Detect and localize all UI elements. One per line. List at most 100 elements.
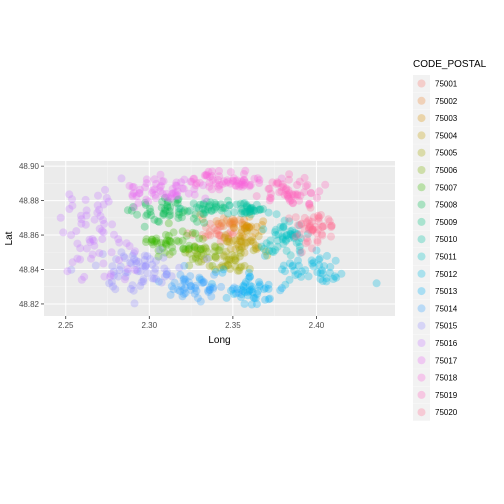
data-point-75014 [180, 277, 189, 286]
data-point-75008 [178, 208, 187, 217]
data-point-75014 [176, 270, 185, 279]
data-point-75009 [198, 204, 207, 213]
data-point-75018 [205, 173, 214, 182]
data-point-75007 [150, 237, 159, 246]
data-point-75016 [101, 185, 109, 194]
data-point-75014 [207, 292, 216, 301]
data-point-75016 [56, 213, 65, 222]
data-point-75013 [245, 287, 254, 296]
data-point-75020 [308, 244, 316, 253]
data-point-75010 [248, 204, 257, 213]
data-point-75012 [318, 277, 327, 285]
data-point-75019 [307, 188, 315, 197]
data-point-75006 [184, 245, 193, 254]
data-point-75013 [252, 300, 261, 309]
data-point-75004 [225, 237, 234, 246]
data-point-75017 [132, 192, 141, 201]
data-point-75013 [243, 288, 252, 297]
data-point-75001 [215, 231, 223, 240]
data-point-75018 [191, 181, 200, 190]
data-point-75015 [109, 282, 117, 291]
data-point-75008 [146, 207, 155, 216]
data-point-75012 [322, 277, 331, 286]
data-point-75020 [320, 222, 328, 230]
x-tick-label: 2.35 [225, 321, 241, 330]
data-point-75014 [199, 278, 208, 287]
data-point-75017 [201, 194, 210, 203]
data-point-75006 [203, 247, 212, 256]
data-point-75013 [239, 283, 248, 291]
data-point-75005 [235, 252, 244, 261]
data-point-75006 [199, 245, 208, 254]
data-point-75007 [162, 241, 171, 250]
data-point-75019 [275, 188, 284, 197]
data-point-75017 [151, 190, 160, 199]
data-point-75018 [218, 180, 227, 189]
data-point-75013 [253, 289, 262, 298]
data-point-75006 [185, 249, 194, 258]
data-point-75020 [305, 220, 314, 228]
x-tick-label: 2.25 [58, 321, 74, 330]
data-point-75020 [306, 223, 315, 232]
legend-key-75020 [413, 403, 430, 421]
data-point-75015 [132, 265, 141, 274]
data-point-75011 [266, 241, 275, 250]
legend-symbol-75005 [417, 148, 426, 157]
data-point-75019 [286, 196, 294, 205]
data-point-75002 [226, 217, 235, 226]
data-point-75018 [231, 181, 240, 190]
data-point-75001 [206, 231, 215, 240]
data-point-75006 [215, 246, 224, 255]
data-point-75017 [142, 195, 151, 204]
data-point-75016 [80, 272, 89, 281]
data-point-75019 [289, 199, 297, 208]
data-point-75016 [117, 174, 126, 183]
data-point-75019 [284, 186, 293, 195]
data-point-75010 [225, 201, 234, 210]
data-point-75014 [209, 284, 218, 293]
data-point-75011 [278, 232, 287, 241]
data-point-75008 [141, 198, 150, 207]
data-point-75015 [146, 255, 155, 264]
data-point-75018 [228, 176, 237, 185]
data-point-75003 [251, 229, 260, 237]
data-point-75018 [255, 179, 264, 187]
data-point-75018 [202, 170, 211, 179]
data-point-75008 [165, 207, 174, 216]
data-point-75020 [313, 238, 322, 247]
data-point-75003 [242, 226, 251, 235]
data-point-75017 [151, 194, 160, 202]
data-point-75013 [229, 290, 238, 298]
data-point-75017 [128, 192, 137, 201]
data-point-75013 [246, 272, 255, 281]
data-point-75008 [189, 214, 198, 223]
minor-gridlines [44, 161, 395, 316]
data-point-75012 [290, 266, 299, 275]
data-point-75016 [90, 215, 99, 224]
data-point-75006 [196, 246, 205, 255]
data-point-75008 [160, 193, 169, 202]
data-point-75010 [237, 204, 246, 213]
data-point-75011 [264, 208, 273, 217]
data-point-75016 [77, 275, 86, 284]
data-point-75004 [243, 238, 252, 247]
data-point-75020 [309, 213, 318, 222]
data-point-75016 [96, 212, 105, 221]
data-point-75018 [207, 185, 216, 194]
data-point-75004 [229, 237, 238, 246]
data-point-75012 [325, 268, 334, 277]
data-point-75011 [278, 233, 287, 242]
data-point-75002 [238, 219, 246, 227]
legend-key-75005 [413, 144, 430, 162]
data-point-75008 [133, 210, 142, 219]
data-point-75016 [125, 242, 134, 251]
data-point-75017 [177, 178, 186, 187]
data-point-75010 [224, 209, 232, 218]
data-point-75006 [205, 253, 214, 262]
data-point-75017 [172, 181, 181, 190]
data-point-75004 [261, 247, 270, 256]
data-point-75011 [269, 248, 278, 256]
data-point-75019 [288, 190, 297, 199]
data-point-75017 [157, 182, 165, 191]
data-point-75019 [265, 196, 274, 205]
